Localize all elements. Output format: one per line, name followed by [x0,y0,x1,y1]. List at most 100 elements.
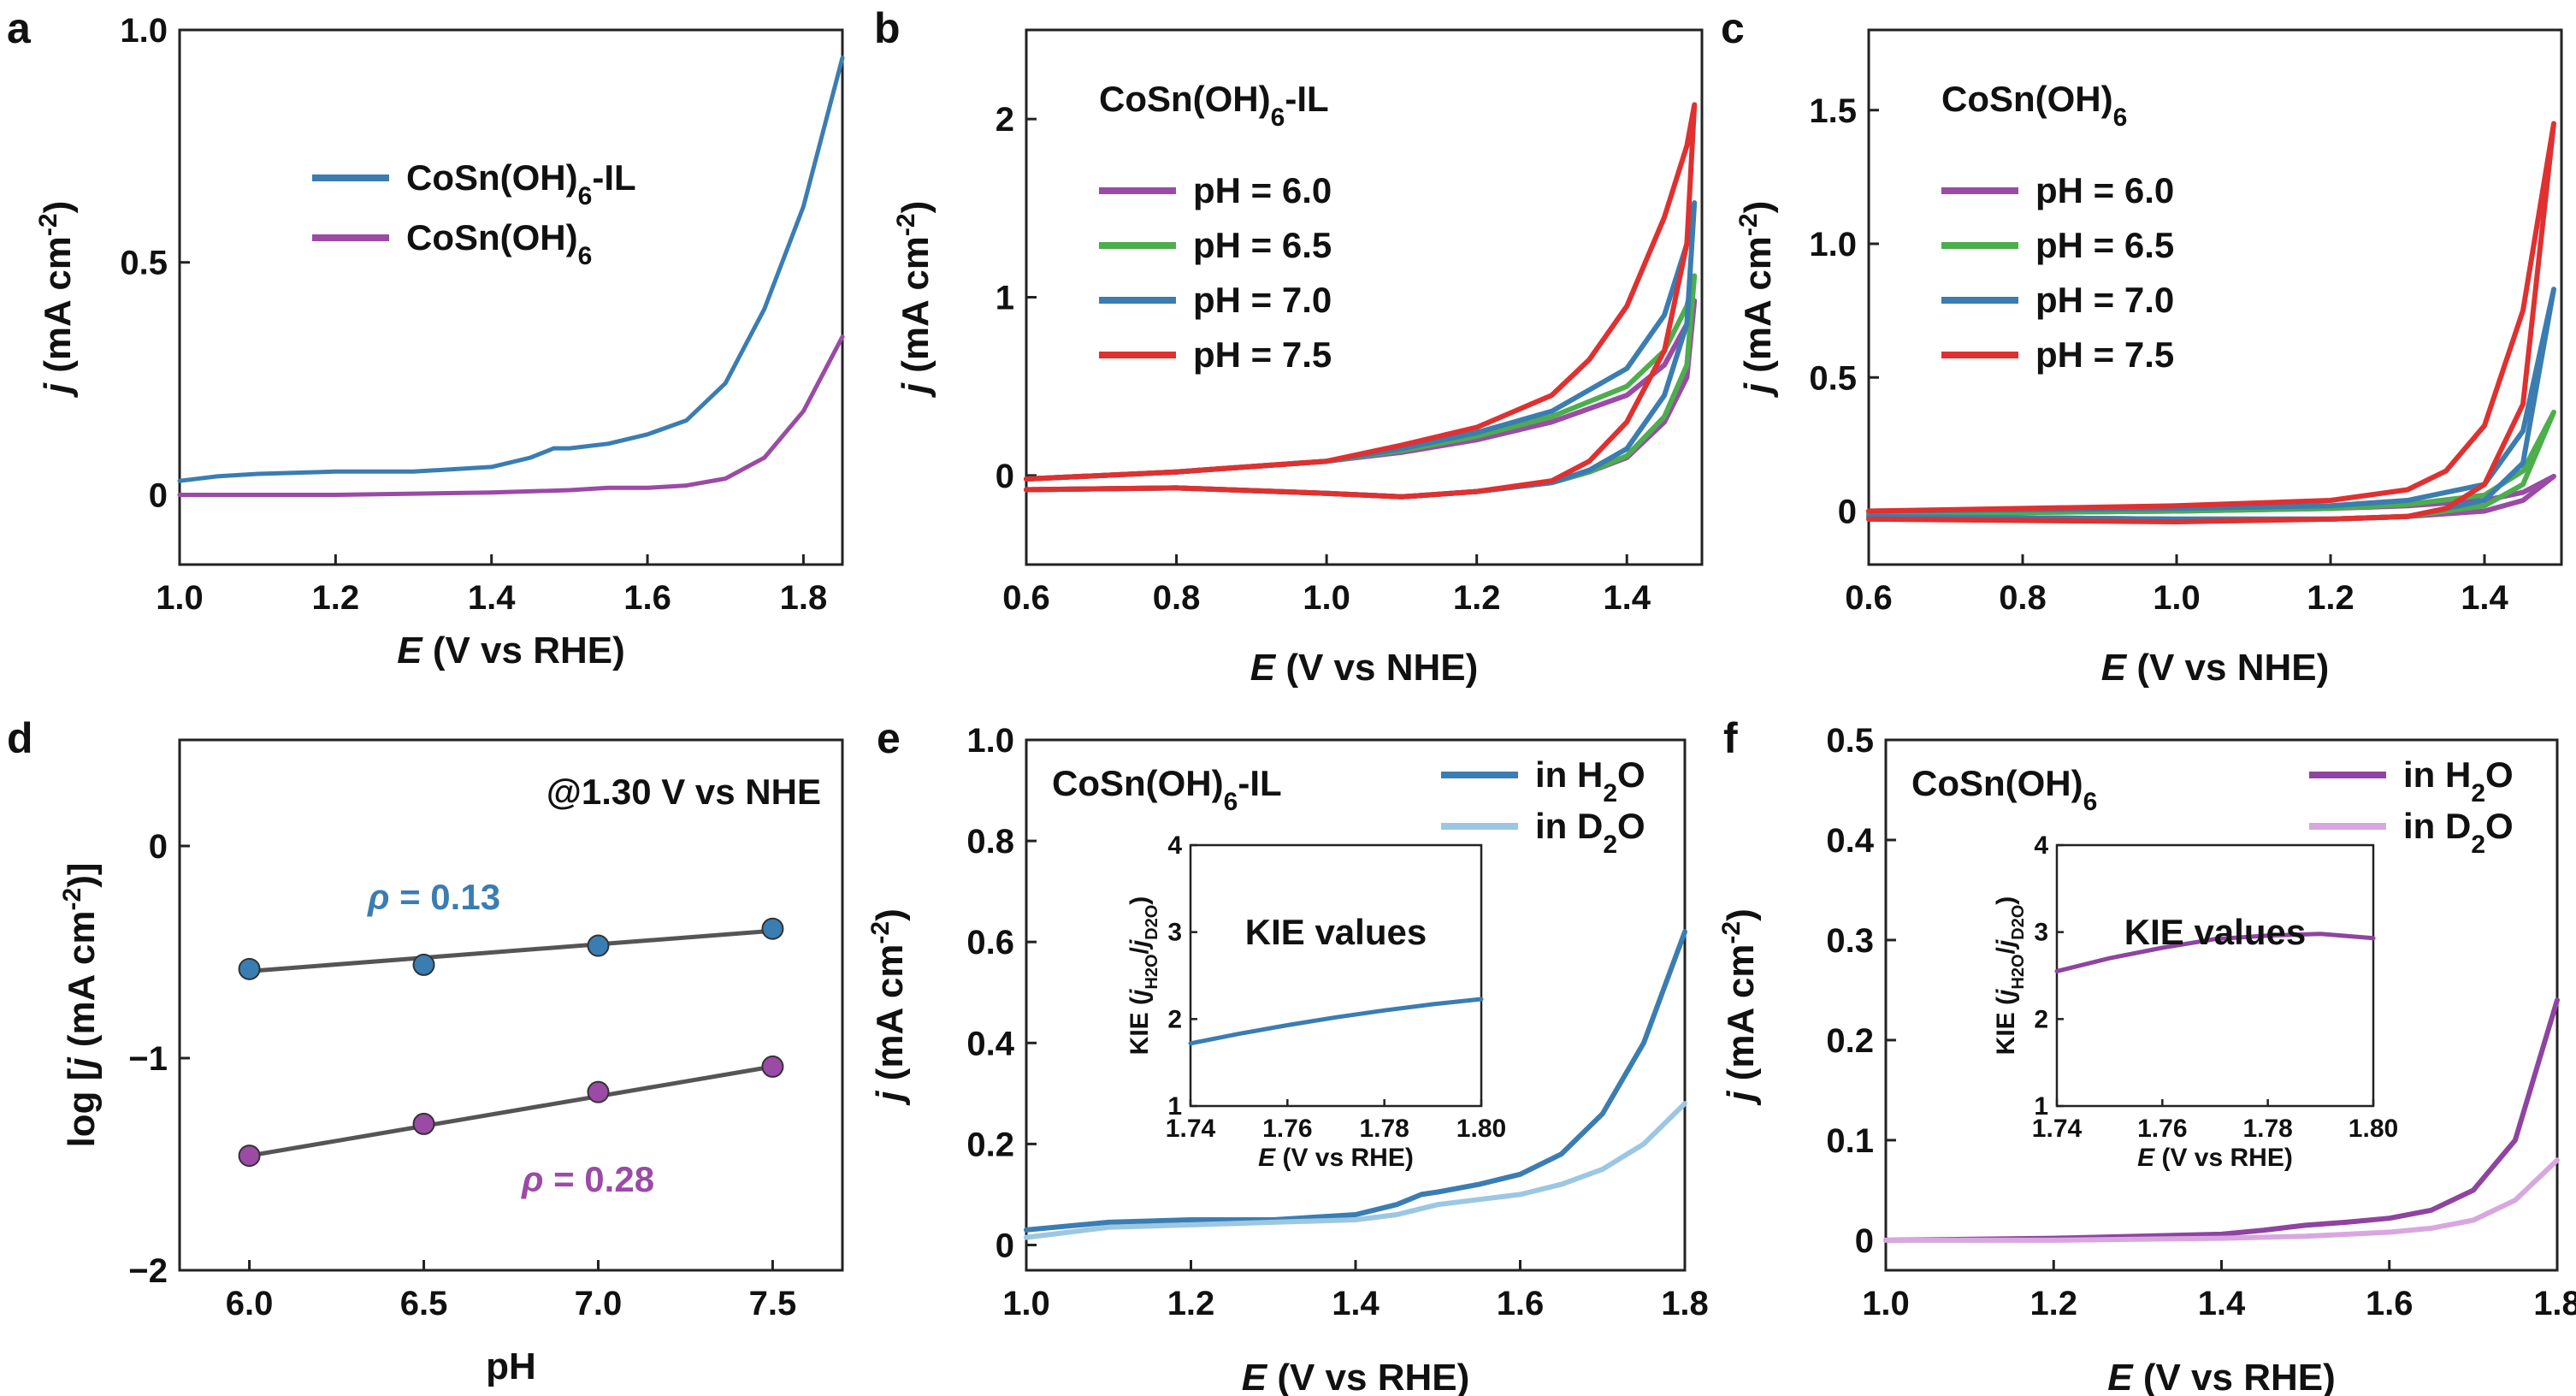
inset-x-axis-symbol: E [2137,1144,2155,1172]
x-tick-label: 7.5 [749,1285,797,1322]
inset-x-axis-symbol: E [1258,1144,1276,1172]
y-axis-label-text: (mA cm [37,236,79,383]
inset-x-tick-label: 1.74 [2032,1115,2083,1143]
plot-frame [178,28,844,566]
y-tick-label: 0 [996,1227,1014,1264]
title-subscript: 6 [1224,788,1238,816]
x-tick-label: 1.0 [1002,1285,1050,1322]
x-tick-label: 1.0 [1303,579,1350,617]
x-axis-label-text: (V vs RHE) [422,630,625,671]
y-tick-label: 0.2 [1826,1022,1874,1060]
x-axis-label-symbol: E [397,630,423,671]
data-point [412,953,435,976]
series-line [177,334,845,497]
plot-frame [1867,28,2563,566]
x-axis-label-text: (V vs RHE) [2133,1357,2336,1396]
inset-y-axis-symbol: j [1126,989,1154,1000]
panel-title: CoSn(OH)6 [1911,763,2097,816]
y-axis-label-prefix: log [ [61,1068,103,1147]
legend-entry: pH = 7.5 [2035,334,2174,375]
panel-c: c 0.6 0.8 1.0 1.2 1.4 0 0.5 1.0 1.5 E (V vs NHE) j … [1721,4,2563,689]
title-suffix: -IL [1238,763,1281,803]
series-line [1024,929,1687,1233]
x-tick-label: 1.4 [1332,1285,1380,1322]
panel-d: d 6.0 6.5 7.0 7.5 0 −1 −2 pH log [j (mA cm-2)] @1.… [7,714,844,1387]
slope-label: ρ = 0.28 [521,1159,654,1199]
legend-entry: pH = 6.5 [1193,225,1332,265]
series-line [1866,121,2556,524]
legend-entry: in D2O [1535,806,1645,859]
panel-f: f1.0 1.2 1.4 1.6 1.800.10.20.30.40.5E (V vs … [1717,714,2576,1396]
y-axis-label-superscript: -2 [1717,921,1746,944]
inset-x-axis-text: (V vs RHE) [2154,1144,2293,1172]
inset-frame [2055,843,2375,1108]
y-axis-label-end: ) [1737,201,1779,214]
title-text: CoSn(OH) [1911,763,2083,803]
panel-a: a 1.0 1.2 1.4 1.6 1.8 0 0.5 1.0 E (V vs RHE) j (mA… [7,4,845,671]
x-tick-label: 1.4 [2461,579,2508,617]
legend-text-subscript: 6 [578,242,593,270]
title-subscript: 6 [1271,104,1285,132]
x-tick-label: 1.0 [1862,1285,1910,1322]
legend-text-main: pH = 6.0 [2035,170,2174,210]
y-axis-label-symbol: j [1737,382,1779,398]
y-axis-label-text: (mA cm [1737,236,1779,383]
y-axis-label: j (mA cm-2) [1717,908,1763,1106]
y-axis-label-symbol: j [869,1091,911,1106]
x-tick-label: 1.2 [1453,579,1501,617]
inset-y-axis-end: ) [1992,896,2020,905]
inset-y-axis-subscript: H2O [1143,955,1161,990]
y-axis-label-superscript: -2 [34,213,62,236]
y-tick-label: 1.0 [1809,226,1857,263]
legend-text-suffix: O [2485,754,2514,795]
panel-letter: b [874,4,901,52]
x-tick-label: 6.0 [226,1285,274,1322]
legend-entry: pH = 6.5 [2035,225,2174,265]
x-tick-label: 1.2 [2307,579,2354,617]
y-axis-label: j (mA cm-2) [34,201,80,399]
series-line [177,56,845,483]
title-text: CoSn(OH) [1099,79,1271,119]
y-axis-label-text: (mA cm [1720,944,1762,1091]
x-tick-label: 1.2 [2029,1285,2077,1322]
legend-text-subscript: 2 [1603,779,1617,807]
x-tick-label: 1.4 [1603,579,1651,617]
y-axis-label-end: ) [1720,908,1762,921]
legend-entry: in H2O [2403,754,2514,807]
x-axis-label-symbol: E [1242,1357,1268,1396]
inset-y-tick-label: 1 [1167,1092,1182,1121]
y-axis-label-superscript: -2 [1734,213,1763,236]
inset-y-axis-slash: / [1126,947,1154,955]
inset-y-axis-label: KIE (jH2O/jD2O) [1126,896,1161,1056]
inset-label: KIE values [1245,912,1427,952]
inset-y-axis-end: ) [1126,896,1154,905]
x-tick-label: 6.5 [400,1285,448,1322]
y-tick-label: 1 [996,280,1014,317]
legend-entry: pH = 7.0 [1193,280,1332,320]
x-tick-label: 1.2 [1167,1285,1215,1322]
series-line [1883,997,2560,1243]
legend-text-subscript: 2 [2471,831,2485,859]
y-axis-label-text: (mA cm [61,910,103,1057]
y-axis-label: j (mA cm-2) [866,908,912,1106]
y-tick-label: 0.3 [1826,922,1874,960]
y-axis-label-end: ) [37,201,79,214]
inset-y-tick-label: 2 [2034,1005,2048,1033]
legend-text-main: in H [1535,754,1603,795]
legend-text-main: pH = 6.0 [1193,170,1332,210]
legend-text-subscript: 6 [578,182,593,210]
y-axis-label: log [j (mA cm-2)] [58,862,103,1147]
x-axis-label-text: pH [486,1346,536,1387]
legend-text-subscript: 2 [1603,831,1617,859]
legend-text-main: pH = 7.5 [1193,334,1332,375]
panel-letter: a [7,4,32,52]
y-axis-label-superscript: -2 [58,888,86,911]
y-axis-label: j (mA cm-2) [892,201,937,399]
panel-title: CoSn(OH)6-IL [1099,79,1329,132]
data-point [761,1055,784,1078]
fit-line [249,1064,773,1158]
inset-y-tick-label: 4 [2034,831,2048,860]
y-tick-label: 0 [996,458,1014,495]
legend-entry: pH = 7.5 [1193,334,1332,375]
